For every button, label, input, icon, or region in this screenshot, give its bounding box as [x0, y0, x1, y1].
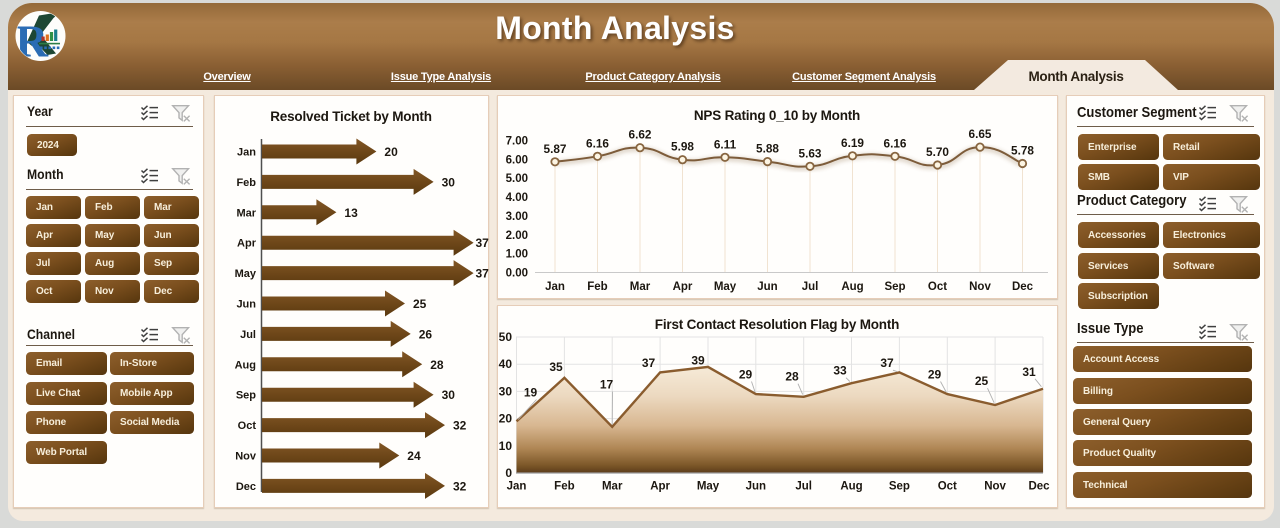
svg-text:Oct: Oct — [928, 281, 947, 293]
svg-text:5.87: 5.87 — [544, 142, 567, 156]
svg-text:Feb: Feb — [554, 481, 574, 493]
svg-text:29: 29 — [739, 368, 753, 382]
svg-text:6.62: 6.62 — [629, 128, 652, 142]
svg-text:First Contact Resolution Flag: First Contact Resolution Flag by Month — [655, 317, 899, 332]
svg-text:5.98: 5.98 — [671, 140, 694, 154]
svg-text:Jan: Jan — [237, 147, 256, 159]
svg-text:32: 32 — [453, 479, 467, 493]
svg-text:4.00: 4.00 — [506, 192, 528, 204]
svg-text:28: 28 — [430, 358, 444, 372]
svg-text:Jan: Jan — [545, 281, 565, 293]
svg-text:6.65: 6.65 — [969, 127, 992, 141]
svg-text:Apr: Apr — [237, 238, 257, 250]
svg-text:Sep: Sep — [889, 481, 910, 493]
svg-text:6.16: 6.16 — [884, 136, 907, 150]
svg-text:Aug: Aug — [235, 359, 256, 371]
svg-text:28: 28 — [785, 370, 799, 384]
svg-text:13: 13 — [344, 206, 358, 220]
svg-text:24: 24 — [407, 449, 421, 463]
svg-text:May: May — [714, 281, 737, 293]
svg-text:10: 10 — [499, 439, 513, 453]
svg-text:Apr: Apr — [650, 481, 670, 493]
svg-text:29: 29 — [928, 368, 942, 382]
svg-text:Mar: Mar — [236, 207, 256, 219]
svg-text:Dec: Dec — [236, 481, 256, 493]
svg-text:20: 20 — [384, 145, 398, 159]
svg-text:20: 20 — [499, 412, 513, 426]
svg-text:5.63: 5.63 — [799, 146, 822, 160]
svg-text:Jul: Jul — [802, 281, 819, 293]
svg-text:33: 33 — [833, 364, 847, 378]
svg-text:17: 17 — [600, 378, 614, 392]
svg-text:May: May — [235, 268, 257, 280]
svg-text:6.11: 6.11 — [714, 137, 737, 151]
svg-text:NPS Rating 0_10 by Month: NPS Rating 0_10 by Month — [694, 108, 860, 123]
svg-text:Jun: Jun — [757, 281, 777, 293]
svg-text:Sep: Sep — [884, 281, 905, 293]
svg-text:50: 50 — [499, 330, 513, 344]
svg-text:39: 39 — [691, 354, 705, 368]
svg-text:6.16: 6.16 — [586, 136, 609, 150]
svg-text:Oct: Oct — [238, 420, 257, 432]
svg-text:Oct: Oct — [938, 481, 957, 493]
svg-text:Jan: Jan — [507, 481, 527, 493]
svg-text:Jul: Jul — [240, 329, 256, 341]
svg-text:Sep: Sep — [236, 390, 256, 402]
svg-text:37: 37 — [476, 236, 490, 250]
svg-text:40: 40 — [499, 357, 513, 371]
svg-text:30: 30 — [442, 175, 456, 189]
svg-text:Mar: Mar — [602, 481, 623, 493]
svg-text:Feb: Feb — [236, 177, 256, 189]
svg-text:May: May — [697, 481, 720, 493]
svg-text:30: 30 — [442, 388, 456, 402]
svg-text:Aug: Aug — [841, 281, 863, 293]
svg-text:2.00: 2.00 — [506, 230, 528, 242]
svg-text:5.78: 5.78 — [1011, 144, 1034, 158]
svg-text:6.00: 6.00 — [506, 154, 528, 166]
svg-text:Nov: Nov — [984, 481, 1006, 493]
svg-text:5.00: 5.00 — [506, 173, 528, 185]
svg-text:0.00: 0.00 — [506, 268, 528, 280]
svg-text:Aug: Aug — [840, 481, 862, 493]
svg-text:6.19: 6.19 — [841, 136, 864, 150]
svg-text:26: 26 — [419, 327, 433, 341]
svg-text:Mar: Mar — [630, 281, 651, 293]
svg-text:30: 30 — [499, 384, 513, 398]
svg-text:Feb: Feb — [587, 281, 607, 293]
svg-text:Jun: Jun — [236, 299, 256, 311]
svg-text:37: 37 — [476, 267, 490, 281]
svg-text:Nov: Nov — [969, 281, 991, 293]
svg-text:25: 25 — [975, 374, 989, 388]
svg-text:19: 19 — [524, 386, 538, 400]
svg-text:Jul: Jul — [795, 481, 812, 493]
svg-text:Dec: Dec — [1012, 281, 1034, 293]
svg-text:Apr: Apr — [673, 281, 693, 293]
svg-text:35: 35 — [549, 360, 563, 374]
svg-text:7.00: 7.00 — [506, 136, 528, 148]
svg-text:Resolved Ticket by Month: Resolved Ticket by Month — [270, 109, 432, 124]
svg-text:1.00: 1.00 — [506, 249, 528, 261]
svg-text:37: 37 — [642, 356, 656, 370]
svg-text:0: 0 — [505, 466, 512, 480]
svg-text:5.70: 5.70 — [926, 145, 949, 159]
svg-text:25: 25 — [413, 297, 427, 311]
svg-text:3.00: 3.00 — [506, 211, 528, 223]
svg-text:Nov: Nov — [235, 451, 257, 463]
svg-text:5.88: 5.88 — [756, 142, 779, 156]
svg-text:31: 31 — [1022, 365, 1036, 379]
svg-text:37: 37 — [880, 356, 894, 370]
svg-text:32: 32 — [453, 419, 467, 433]
svg-text:Jun: Jun — [746, 481, 766, 493]
svg-text:Dec: Dec — [1028, 481, 1050, 493]
